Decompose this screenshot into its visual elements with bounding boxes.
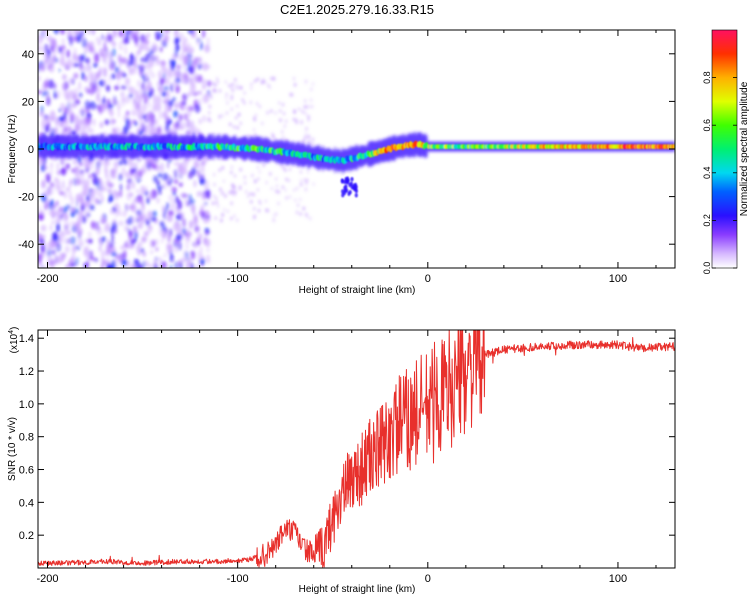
snr-y-ticks: 0.2 0.4 0.6 0.8 1.0 1.2 1.4 [19,333,675,542]
y-tick-label: -40 [18,239,34,251]
y-tick-label: 1.4 [19,333,34,345]
spectrogram-x-label: Height of straight line (km) [299,285,416,296]
y-tick-label: 0.6 [19,465,34,477]
x-tick-label: -200 [36,573,58,585]
snr-frame [37,329,676,569]
colorbar-tick-label: 0.4 [702,167,712,180]
snr-panel: -200 -100 0 100 0.2 0.4 0.6 0.8 1.0 1.2 1.4 Heigh… [7,327,676,595]
colorbar-gradient [711,29,738,269]
snr-x-ticks: -200 -100 0 100 [36,330,657,585]
spectrogram-x-ticks: -200 -100 0 100 [36,30,657,285]
y-tick-label: 0.8 [19,432,34,444]
chart-title: C2E1.2025.279.16.33.R15 [280,2,434,17]
snr-x-label: Height of straight line (km) [299,584,416,595]
x-tick-label: -200 [36,273,58,285]
snr-series-line [38,330,675,568]
y-tick-label: 1.2 [19,366,34,378]
colorbar-ticks: 0.0 0.2 0.4 0.6 0.8 [702,71,737,274]
x-tick-label: -100 [227,273,249,285]
colorbar-tick-label: 0.2 [702,214,712,227]
spectrogram-y-ticks: -40 -20 0 20 40 [18,49,675,251]
y-tick-label: 40 [22,49,34,61]
snr-y-multiplier-base: (x10 [9,333,20,353]
colorbar-label: Normalized spectral amplitude [739,81,750,216]
x-tick-label: 0 [425,573,431,585]
x-tick-label: 100 [609,573,627,585]
snr-y-label: SNR (10 * v/v) [7,417,18,481]
colorbar-tick-label: 0.6 [702,119,712,132]
snr-plot-area [38,330,675,568]
y-tick-label: 20 [22,96,34,108]
x-tick-label: -100 [227,573,249,585]
colorbar-tick-label: 0.0 [702,262,712,275]
y-tick-label: 0.4 [19,497,34,509]
y-tick-label: 1.0 [19,399,34,411]
x-tick-label: 100 [609,273,627,285]
spectrogram-y-label: Frequency (Hz) [7,115,18,184]
y-tick-label: 0.2 [19,530,34,542]
snr-y-multiplier: (x104) [8,327,20,354]
snr-y-multiplier-exp: 4 [8,330,15,334]
colorbar-tick-label: 0.8 [702,71,712,84]
y-tick-label: 0 [28,144,34,156]
spectrogram-ridge-layer [38,131,675,198]
colorbar: 0.0 0.2 0.4 0.6 0.8 Normalized spectral ampl… [702,29,750,274]
x-tick-label: 0 [425,273,431,285]
y-tick-label: -20 [18,192,34,204]
